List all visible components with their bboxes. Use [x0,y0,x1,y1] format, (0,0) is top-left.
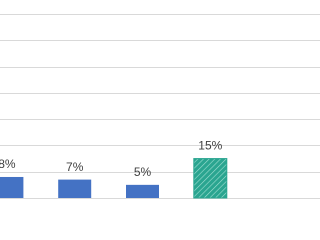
data-label: 5% [134,165,152,179]
bar [0,176,24,198]
data-label: 15% [198,139,222,153]
data-label: 8% [0,157,16,171]
bar [126,184,159,198]
data-label: 7% [66,160,84,174]
bar [193,158,228,199]
bar [58,179,92,198]
chart: 8% 7% 5% 15% [0,14,320,199]
